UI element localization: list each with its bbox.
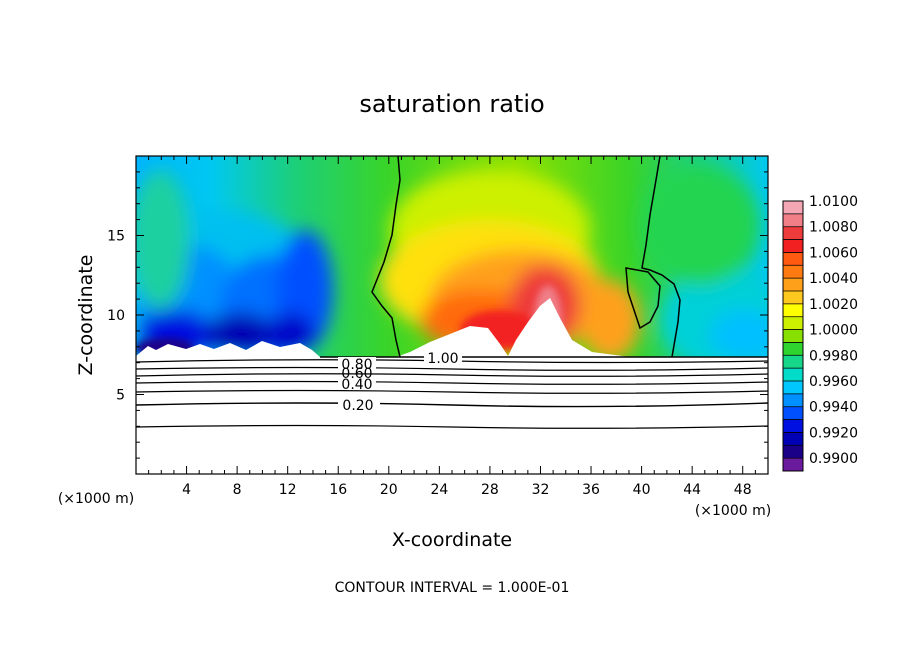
x-unit-label-right: (×1000 m): [695, 503, 771, 519]
y-tick-label: 15: [107, 229, 125, 245]
x-tick-label: 44: [683, 482, 701, 498]
x-tick-label: 36: [582, 482, 600, 498]
contour-0.10: [135, 424, 769, 429]
chart-title: saturation ratio: [359, 90, 544, 118]
x-tick-label: 48: [734, 482, 752, 498]
contour-0.30: [135, 389, 769, 394]
contour-1.00-loop: [625, 267, 661, 330]
x-unit-label-left: (×1000 m): [58, 491, 134, 507]
x-tick-label: 16: [329, 482, 347, 498]
colorbar-label: 1.0080: [809, 220, 858, 236]
colorbar-swatch: [783, 226, 803, 241]
colorbar-swatch: [783, 445, 803, 459]
contour-1.00-left: [371, 155, 401, 358]
contour-0.20: [135, 402, 769, 408]
colorbar-swatch: [783, 419, 803, 433]
colorbar-swatch: [783, 316, 803, 331]
x-tick-label: 12: [279, 482, 297, 498]
colorbar-label: 1.0060: [809, 245, 858, 261]
colorbar-frame: [782, 200, 804, 472]
x-tick-label: 24: [430, 482, 448, 498]
x-tick-label: 4: [182, 482, 191, 498]
colorbar-swatch: [783, 252, 803, 266]
colorbar-swatch: [783, 432, 803, 446]
colorbar-swatch: [783, 355, 803, 369]
colorbar-swatch: [783, 458, 803, 472]
contour-label-0.80: 0.80: [341, 357, 372, 373]
plot-area: [135, 155, 769, 475]
colorbar-swatch: [783, 406, 803, 421]
colorbar-label: 0.9900: [809, 451, 858, 467]
y-axis-label: Z-coordinate: [75, 255, 97, 376]
x-tick-label: 32: [532, 482, 550, 498]
colorbar-swatch: [783, 239, 803, 253]
surface-region: [136, 298, 768, 474]
y-axis: 5 10 15: [107, 171, 768, 459]
contour-label-0.20: 0.20: [342, 398, 373, 414]
colorbar-label: 0.9940: [809, 400, 858, 416]
x-tick-label: 40: [633, 482, 651, 498]
colorbar-label: 1.0040: [809, 271, 858, 287]
contour-labels: 1.00 0.80 0.60 0.40 0.20: [338, 350, 462, 414]
x-axis: 4 8 12 16 20 24 28 32 36 40 44 48: [148, 156, 756, 498]
contour-0.40: [135, 380, 769, 385]
contour-0.50: [135, 373, 769, 377]
x-tick-label: 28: [481, 482, 499, 498]
colorbar-swatch: [783, 342, 803, 356]
colorbar-label: 1.0020: [809, 297, 858, 313]
colorbar-label: 0.9920: [809, 425, 858, 441]
colorbar-swatch: [783, 381, 803, 395]
x-tick-label: 8: [233, 482, 242, 498]
y-tick-label: 10: [107, 308, 125, 324]
x-axis-label: X-coordinate: [392, 529, 512, 551]
colorbar-swatch: [783, 393, 803, 408]
colorbar-swatch: [783, 213, 803, 228]
contour-1.00-right: [641, 155, 681, 358]
colorbar-swatch: [783, 201, 803, 215]
colorbar-swatch: [783, 368, 803, 382]
colorbar-swatch: [783, 303, 803, 318]
colorbar-label: 0.9960: [809, 374, 858, 390]
colorbar-swatch: [783, 278, 803, 292]
colorbar-label: 0.9980: [809, 348, 858, 364]
contour-label-1.00: 1.00: [427, 351, 458, 367]
colorbar-label: 1.0000: [809, 323, 858, 339]
colorbar-swatch: [783, 291, 803, 305]
colorbar-label: 1.0100: [809, 194, 858, 210]
contour-0.60: [135, 366, 769, 371]
x-tick-label: 20: [380, 482, 398, 498]
colorbar-swatch: [783, 329, 803, 343]
contour-label-0.40: 0.40: [341, 377, 372, 393]
colorbar-swatch: [783, 265, 803, 279]
y-tick-label: 5: [116, 388, 125, 404]
contour-interval-note: CONTOUR INTERVAL = 1.000E-01: [335, 580, 570, 596]
colorbar: 1.0100 1.0080 1.0060 1.0040 1.0020 1.0000 0.99…: [782, 194, 858, 472]
contour-lines: [135, 155, 769, 429]
